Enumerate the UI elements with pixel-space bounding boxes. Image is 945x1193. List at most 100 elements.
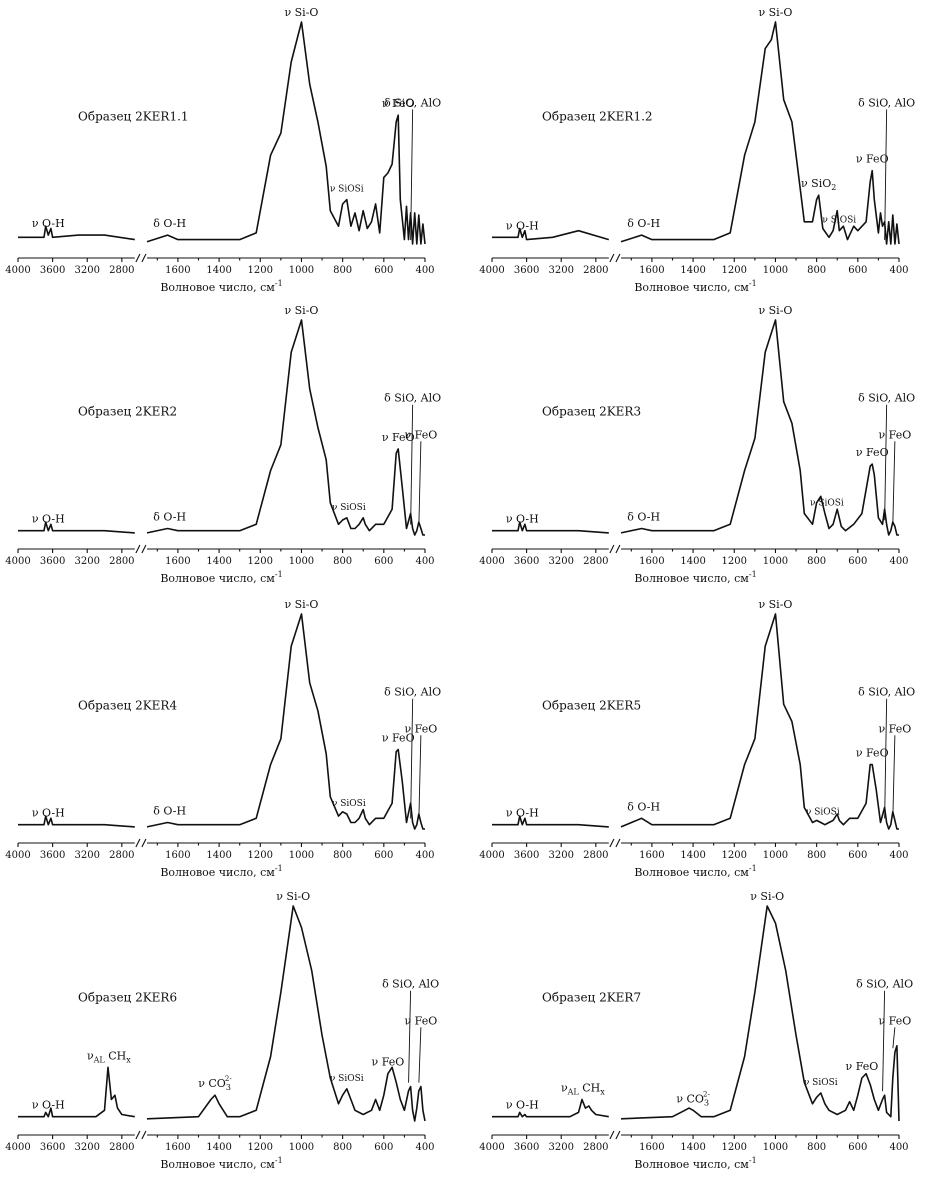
x-tick-label: 1400 <box>680 556 705 567</box>
peak-label: δ O-H <box>153 511 186 524</box>
axis-break <box>135 253 147 263</box>
axis-break <box>609 253 621 263</box>
x-tick-label: 400 <box>889 265 908 276</box>
x-tick-label: 400 <box>889 556 908 567</box>
spectrum-line-left <box>18 815 135 828</box>
x-tick-label: 800 <box>333 556 352 567</box>
peak-label: δ SiO, AlO <box>382 978 439 991</box>
peak-label: ν Si-O <box>284 598 318 611</box>
x-tick-label: 3200 <box>74 265 99 276</box>
spectrum-line-left <box>492 1098 609 1118</box>
panel-title: Образец 2KER1.1 <box>78 109 189 123</box>
spectrum-line-right <box>146 319 425 536</box>
panel-title: Образец 2KER7 <box>542 991 641 1005</box>
x-tick-label: 600 <box>848 556 867 567</box>
x-tick-label: 3600 <box>40 265 65 276</box>
x-tick-label: 3200 <box>74 556 99 567</box>
peak-label: ν Si-O <box>276 890 310 903</box>
x-tick-label: 3600 <box>40 556 65 567</box>
peak-label: ν FeO <box>879 428 912 441</box>
x-axis-label: Волновое число, см-1 <box>160 570 282 585</box>
peak-label: δ SiO, AlO <box>858 96 915 109</box>
spectrum-line-right <box>146 613 425 830</box>
axis-break <box>609 544 621 554</box>
peak-label: ν SiOSi <box>822 216 856 226</box>
peak-label: ν Si-O <box>750 890 784 903</box>
axis-break <box>609 838 621 848</box>
x-tick-label: 3200 <box>74 1142 99 1153</box>
x-tick-label: 1600 <box>165 556 190 567</box>
x-tick-label: 1000 <box>289 850 314 861</box>
x-tick-label: 1000 <box>763 556 788 567</box>
x-tick-label: 3600 <box>514 556 539 567</box>
peak-label: ν FeO <box>372 1056 405 1069</box>
x-tick-label: 4000 <box>5 556 30 567</box>
peak-label: νAL CHx <box>561 1082 605 1097</box>
x-tick-label: 1400 <box>680 265 705 276</box>
peak-label: ν Si-O <box>758 598 792 611</box>
peak-label: δ O-H <box>153 217 186 230</box>
x-axis-label: Волновое число, см-1 <box>634 1156 756 1171</box>
panel-title: Образец 2KER2 <box>78 405 177 419</box>
peak-label: ν CO32- <box>676 1090 710 1107</box>
axis-break <box>135 544 147 554</box>
annotation-arrow <box>882 990 886 1092</box>
peak-label: δ O-H <box>627 800 660 813</box>
x-tick-label: 800 <box>807 265 826 276</box>
x-tick-label: 1000 <box>763 850 788 861</box>
peak-label: ν CO32- <box>198 1075 232 1092</box>
peak-label: ν FeO <box>382 731 415 744</box>
peak-label: ν SiOSi <box>810 499 844 509</box>
x-tick-label: 2800 <box>109 265 134 276</box>
spectrum-panel: 4000 3600 3200 2800 1600 1400 1200 1000 800 600 40… <box>5 598 441 879</box>
x-tick-label: 1600 <box>639 556 664 567</box>
x-tick-label: 800 <box>807 556 826 567</box>
spectrum-panel: 4000 3600 3200 2800 1600 1400 1200 1000 800 600 40… <box>479 6 915 294</box>
panel-title: Образец 2KER1.2 <box>542 109 653 123</box>
x-tick-label: 2800 <box>109 1142 134 1153</box>
axis-break <box>609 1130 621 1140</box>
peak-label: δ SiO, AlO <box>856 978 913 991</box>
peak-label: ν Si-O <box>284 304 318 317</box>
annotation-arrow <box>892 1027 896 1049</box>
x-tick-label: 3200 <box>74 850 99 861</box>
spectrum-line-right <box>620 319 899 536</box>
x-tick-label: 1000 <box>763 1142 788 1153</box>
x-tick-label: 3600 <box>40 850 65 861</box>
x-tick-label: 2800 <box>583 556 608 567</box>
x-tick-label: 4000 <box>479 850 504 861</box>
x-tick-label: 2800 <box>109 556 134 567</box>
x-tick-label: 1200 <box>722 1142 747 1153</box>
annotation-arrow <box>884 698 888 819</box>
peak-label: ν FeO <box>879 1014 912 1027</box>
x-tick-label: 1400 <box>206 265 231 276</box>
spectrum-line-left <box>492 815 609 828</box>
x-tick-label: 400 <box>415 556 434 567</box>
peak-label: ν O-H <box>506 1099 539 1112</box>
peak-label: ν O-H <box>32 807 65 820</box>
annotation-arrow <box>418 441 422 525</box>
x-tick-label: 1400 <box>206 850 231 861</box>
spectrum-line-left <box>18 225 135 241</box>
x-tick-label: 1400 <box>206 556 231 567</box>
peak-label: ν O-H <box>506 807 539 820</box>
spectrum-panel: 4000 3600 3200 2800 1600 1400 1200 1000 800 600 40… <box>479 598 915 879</box>
peak-label: ν FeO <box>879 722 912 735</box>
spectrum-panel: 4000 3600 3200 2800 1600 1400 1200 1000 800 600 40… <box>5 304 441 585</box>
x-axis-label: Волновое число, см-1 <box>634 570 756 585</box>
x-tick-label: 800 <box>333 1142 352 1153</box>
spectrum-panel: 4000 3600 3200 2800 1600 1400 1200 1000 800 600 40… <box>5 890 439 1171</box>
x-tick-label: 3200 <box>548 850 573 861</box>
peak-label: ν FeO <box>405 428 438 441</box>
peak-label: ν SiOSi <box>332 799 366 809</box>
x-tick-label: 2800 <box>583 850 608 861</box>
x-tick-label: 400 <box>415 850 434 861</box>
x-tick-label: 4000 <box>479 265 504 276</box>
peak-label: δ O-H <box>627 217 660 230</box>
peak-label: ν O-H <box>32 513 65 526</box>
peak-label: δ SiO, AlO <box>858 392 915 405</box>
x-tick-label: 800 <box>333 850 352 861</box>
spectrum-line-right <box>620 21 900 245</box>
peak-label: δ SiO, AlO <box>858 686 915 699</box>
x-tick-label: 1200 <box>722 556 747 567</box>
